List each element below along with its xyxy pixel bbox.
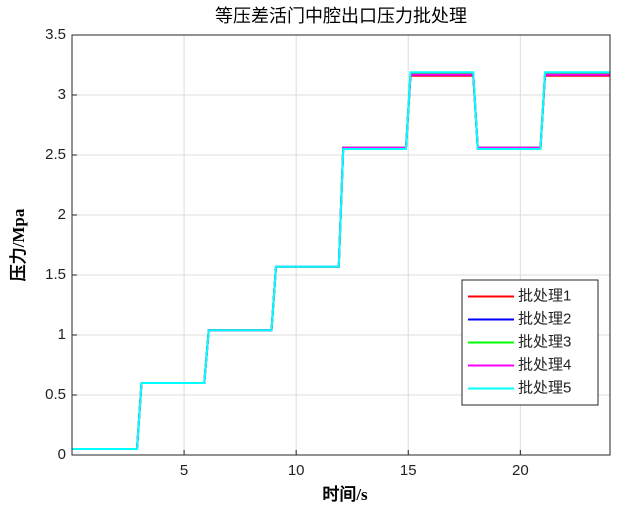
legend-label: 批处理1 <box>518 287 571 304</box>
y-tick-label: 1.5 <box>45 266 66 283</box>
chart-title: 等压差活门中腔出口压力批处理 <box>215 6 467 26</box>
y-tick-label: 0 <box>58 446 66 463</box>
y-tick-label: 2 <box>58 206 66 223</box>
plot-frame <box>71 34 611 456</box>
y-axis-label: 压力/Mpa <box>8 208 28 281</box>
x-axis-label: 时间/s <box>322 484 368 504</box>
legend-label: 批处理4 <box>518 356 571 373</box>
x-tick-label: 5 <box>180 462 188 479</box>
x-tick-label: 10 <box>288 462 305 479</box>
legend: 批处理1 批处理2 批处理3 批处理4 批处理5 <box>461 279 599 406</box>
y-tick-label: 2.5 <box>45 146 66 163</box>
y-tick-label: 1 <box>58 326 66 343</box>
series-line <box>72 71 610 450</box>
x-tick-label: 20 <box>512 462 529 479</box>
y-tick-label: 3 <box>58 86 66 103</box>
y-tick-label: 0.5 <box>45 386 66 403</box>
legend-label: 批处理3 <box>518 333 571 350</box>
x-tick-label: 15 <box>400 462 417 479</box>
y-tick-label: 3.5 <box>45 26 66 43</box>
legend-label: 批处理5 <box>518 379 571 396</box>
legend-label: 批处理2 <box>518 310 571 327</box>
